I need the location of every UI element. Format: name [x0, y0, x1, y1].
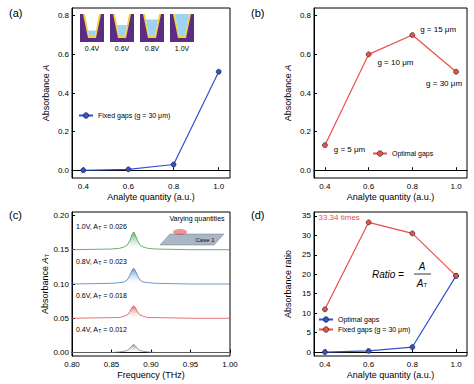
- svg-text:0.6: 0.6: [123, 182, 135, 191]
- svg-text:0.6: 0.6: [58, 50, 70, 59]
- svg-text:10: 10: [302, 309, 311, 318]
- svg-text:T: T: [98, 259, 102, 266]
- svg-text:0.6: 0.6: [363, 360, 375, 369]
- svg-text:0.95: 0.95: [183, 360, 199, 369]
- svg-text:T: T: [423, 282, 427, 288]
- svg-text:Frequency (THz): Frequency (THz): [117, 370, 185, 380]
- svg-text:= 0.018: = 0.018: [101, 292, 127, 299]
- svg-text:0.15: 0.15: [53, 245, 69, 254]
- svg-text:0.0: 0.0: [58, 166, 70, 175]
- svg-text:15: 15: [302, 289, 311, 298]
- svg-text:T: T: [44, 254, 50, 258]
- svg-text:0.8: 0.8: [58, 11, 70, 20]
- svg-text:(d): (d): [251, 209, 264, 221]
- svg-text:g = 15 μm: g = 15 μm: [420, 25, 456, 34]
- svg-text:0.00: 0.00: [53, 348, 69, 357]
- svg-text:A: A: [283, 65, 293, 72]
- svg-text:Optimal gaps: Optimal gaps: [338, 316, 380, 324]
- svg-text:g = 10 μm: g = 10 μm: [377, 58, 413, 67]
- svg-text:A: A: [418, 261, 426, 272]
- svg-text:1.0: 1.0: [451, 360, 463, 369]
- svg-text:0.2: 0.2: [300, 127, 312, 136]
- svg-text:= 0.023: = 0.023: [101, 258, 127, 265]
- svg-text:= 0.012: = 0.012: [101, 326, 127, 333]
- svg-text:0.4: 0.4: [78, 182, 90, 191]
- svg-text:0.80: 0.80: [64, 360, 80, 369]
- svg-text:A: A: [41, 65, 51, 72]
- svg-text:0.4: 0.4: [58, 89, 70, 98]
- svg-text:g = 30 μm: g = 30 μm: [426, 79, 462, 88]
- svg-text:0.2: 0.2: [58, 127, 70, 136]
- svg-text:Analyte quantity (a.u.): Analyte quantity (a.u.): [347, 192, 435, 202]
- svg-text:Fixed gaps (g = 30 μm): Fixed gaps (g = 30 μm): [98, 112, 170, 120]
- svg-text:1.0V: 1.0V: [175, 45, 190, 52]
- svg-text:1.0: 1.0: [213, 182, 225, 191]
- svg-text:1.0: 1.0: [451, 182, 463, 191]
- svg-text:(a): (a): [9, 7, 22, 19]
- svg-text:0.8V: 0.8V: [145, 45, 160, 52]
- svg-text:= 0.026: = 0.026: [101, 223, 127, 230]
- svg-text:0.8V, A: 0.8V, A: [76, 258, 98, 265]
- svg-text:20: 20: [302, 270, 311, 279]
- svg-text:A: A: [40, 258, 50, 265]
- svg-text:5: 5: [307, 328, 312, 337]
- svg-text:Varying quantities: Varying quantities: [169, 215, 225, 223]
- svg-text:0.20: 0.20: [53, 211, 69, 220]
- svg-text:0.8: 0.8: [300, 11, 312, 20]
- svg-text:0.4V, A: 0.4V, A: [76, 326, 98, 333]
- svg-text:(c): (c): [9, 209, 22, 221]
- svg-text:0.0: 0.0: [300, 166, 312, 175]
- svg-text:g = 5 μm: g = 5 μm: [334, 145, 366, 154]
- svg-text:0.6: 0.6: [300, 50, 312, 59]
- svg-text:33.34 times: 33.34 times: [318, 213, 359, 222]
- svg-text:1.0V, A: 1.0V, A: [76, 223, 98, 230]
- svg-text:0.4: 0.4: [319, 182, 331, 191]
- svg-text:Absorbance: Absorbance: [40, 264, 50, 315]
- svg-text:Fixed gaps (g = 30 μm): Fixed gaps (g = 30 μm): [338, 326, 410, 334]
- svg-text:0.8: 0.8: [168, 182, 180, 191]
- svg-text:Ratio =: Ratio =: [372, 269, 407, 280]
- svg-text:25: 25: [302, 250, 311, 259]
- svg-text:30: 30: [302, 231, 311, 240]
- svg-text:0.6V, A: 0.6V, A: [76, 292, 98, 299]
- svg-text:0.4V: 0.4V: [85, 45, 100, 52]
- svg-text:Absorbance ratio: Absorbance ratio: [283, 250, 293, 318]
- svg-text:Case 1: Case 1: [195, 237, 215, 243]
- svg-text:Absorbance: Absorbance: [283, 71, 293, 122]
- svg-text:A: A: [416, 277, 424, 289]
- svg-text:T: T: [98, 225, 102, 232]
- svg-text:0.05: 0.05: [53, 314, 69, 323]
- svg-text:0.10: 0.10: [53, 280, 69, 289]
- svg-text:0: 0: [307, 348, 312, 357]
- svg-text:(b): (b): [251, 7, 264, 19]
- svg-text:0.6: 0.6: [363, 182, 375, 191]
- svg-text:Analyte quantity (a.u.): Analyte quantity (a.u.): [107, 192, 195, 202]
- svg-text:0.4: 0.4: [300, 89, 312, 98]
- svg-text:0.85: 0.85: [104, 360, 120, 369]
- svg-text:0.8: 0.8: [407, 182, 419, 191]
- svg-text:0.8: 0.8: [407, 360, 419, 369]
- svg-text:0.6V: 0.6V: [115, 45, 130, 52]
- svg-text:Analyte quantity (a.u.): Analyte quantity (a.u.): [347, 370, 435, 380]
- svg-text:0.90: 0.90: [143, 360, 159, 369]
- svg-text:1.00: 1.00: [222, 360, 238, 369]
- svg-text:Absorbance: Absorbance: [41, 71, 51, 122]
- svg-text:Optimal gaps: Optimal gaps: [392, 150, 434, 158]
- svg-text:T: T: [98, 328, 102, 335]
- svg-text:T: T: [98, 293, 102, 300]
- svg-text:0.4: 0.4: [319, 360, 331, 369]
- svg-text:35: 35: [302, 211, 311, 220]
